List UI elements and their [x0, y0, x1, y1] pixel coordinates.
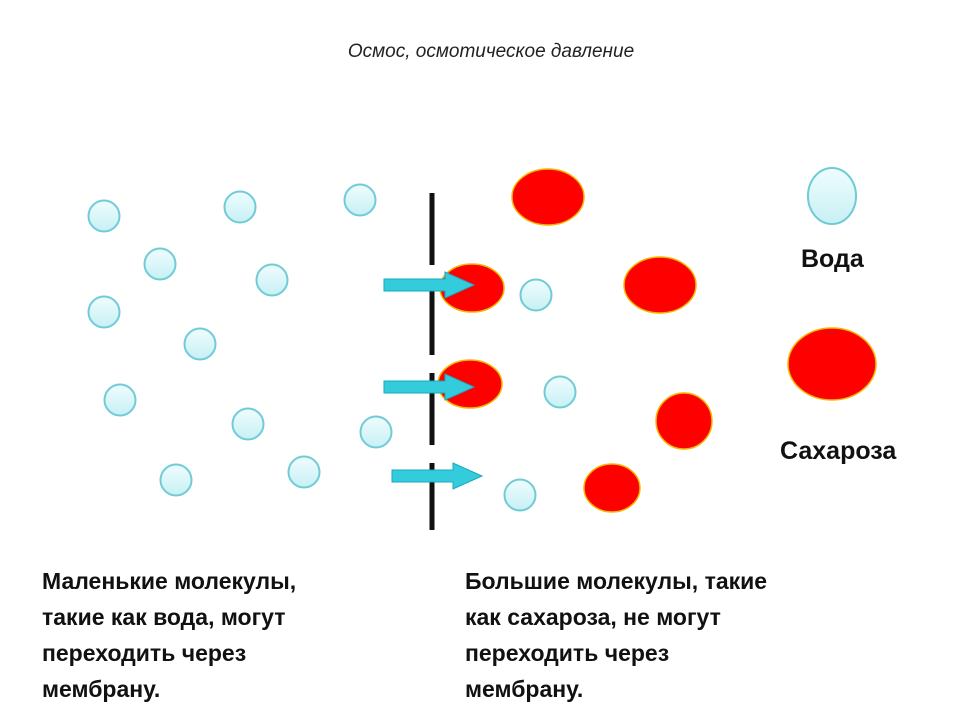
water-molecules-left — [87, 183, 393, 497]
water-molecule — [183, 327, 217, 361]
legend-water-icon — [807, 167, 857, 225]
sucrose-molecule — [583, 463, 641, 513]
water-molecules-right — [503, 278, 577, 512]
arrow-right-icon — [383, 373, 476, 401]
legend-sucrose-label: Сахароза — [780, 437, 897, 465]
sucrose-molecule — [655, 392, 713, 450]
water-molecule — [87, 199, 121, 233]
water-molecule — [159, 463, 193, 497]
arrow-right-icon — [391, 462, 484, 490]
water-molecule — [543, 375, 577, 409]
legend — [787, 167, 877, 401]
diagram-title: Осмос, осмотическое давление — [347, 41, 635, 62]
water-molecule — [343, 183, 377, 217]
water-molecule — [255, 263, 289, 297]
water-molecule — [87, 295, 121, 329]
legend-sucrose-icon — [787, 327, 877, 401]
water-molecule — [503, 478, 537, 512]
caption-left: Маленькие молекулы, такие как вода, могу… — [42, 568, 297, 702]
flow-arrows — [383, 271, 484, 490]
water-molecule — [519, 278, 553, 312]
water-molecule — [143, 247, 177, 281]
water-molecule — [359, 415, 393, 449]
legend-water-label: Вода — [801, 245, 864, 273]
arrow-right-icon — [383, 271, 476, 299]
water-molecule — [287, 455, 321, 489]
water-molecule — [231, 407, 265, 441]
water-molecule — [223, 190, 257, 224]
sucrose-molecules — [437, 168, 713, 513]
sucrose-molecule — [511, 168, 585, 226]
water-molecule — [103, 383, 137, 417]
caption-right: Большие молекулы, такие как сахароза, не… — [465, 568, 768, 702]
sucrose-molecule — [623, 256, 697, 314]
